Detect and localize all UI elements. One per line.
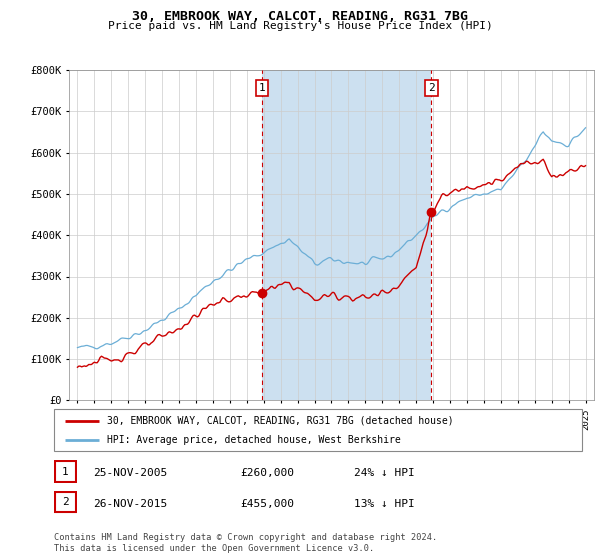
Bar [262,70,431,400]
Text: 13% ↓ HPI: 13% ↓ HPI [354,499,415,509]
Text: £260,000: £260,000 [240,468,294,478]
Text: 25-NOV-2005: 25-NOV-2005 [93,468,167,478]
FancyBboxPatch shape [55,461,76,482]
Text: £455,000: £455,000 [240,499,294,509]
FancyBboxPatch shape [54,409,582,451]
Text: 2: 2 [62,497,69,507]
Text: 30, EMBROOK WAY, CALCOT, READING, RG31 7BG (detached house): 30, EMBROOK WAY, CALCOT, READING, RG31 7… [107,416,454,426]
Text: 1: 1 [62,466,69,477]
Text: HPI: Average price, detached house, West Berkshire: HPI: Average price, detached house, West… [107,435,401,445]
Text: 30, EMBROOK WAY, CALCOT, READING, RG31 7BG: 30, EMBROOK WAY, CALCOT, READING, RG31 7… [132,10,468,23]
Text: 26-NOV-2015: 26-NOV-2015 [93,499,167,509]
Text: 2: 2 [428,83,435,93]
Text: 24% ↓ HPI: 24% ↓ HPI [354,468,415,478]
Text: 1: 1 [259,83,265,93]
FancyBboxPatch shape [55,492,76,512]
Text: Price paid vs. HM Land Registry's House Price Index (HPI): Price paid vs. HM Land Registry's House … [107,21,493,31]
Text: Contains HM Land Registry data © Crown copyright and database right 2024.
This d: Contains HM Land Registry data © Crown c… [54,533,437,553]
